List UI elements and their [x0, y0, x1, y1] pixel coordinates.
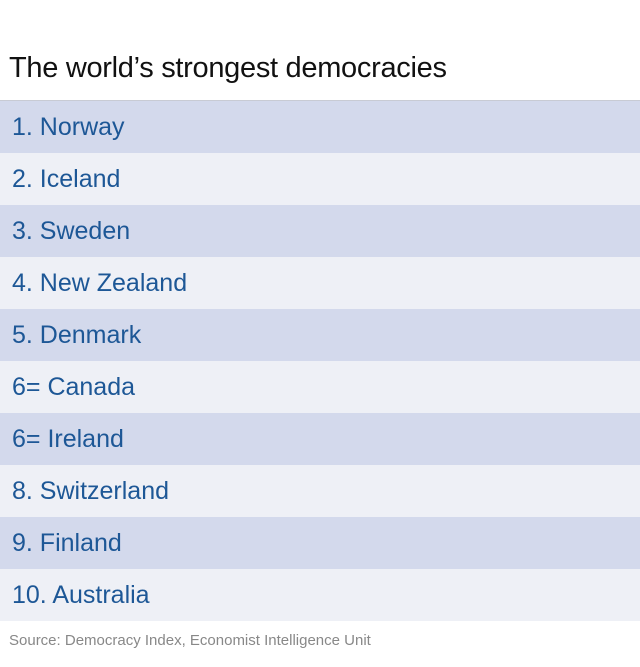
list-row: 3. Sweden [0, 205, 640, 257]
list-row: 4. New Zealand [0, 257, 640, 309]
list-row: 8. Switzerland [0, 465, 640, 517]
source-note: Source: Democracy Index, Economist Intel… [9, 632, 371, 649]
list-row: 10. Australia [0, 569, 640, 621]
ranking-list: 1. Norway 2. Iceland 3. Sweden 4. New Zeala… [0, 100, 640, 621]
list-row: 9. Finland [0, 517, 640, 569]
list-row: 1. Norway [0, 101, 640, 153]
list-row: 2. Iceland [0, 153, 640, 205]
list-row: 6= Canada [0, 361, 640, 413]
title: The world’s strongest democracies [9, 52, 447, 84]
list-row: 5. Denmark [0, 309, 640, 361]
list-row: 6= Ireland [0, 413, 640, 465]
